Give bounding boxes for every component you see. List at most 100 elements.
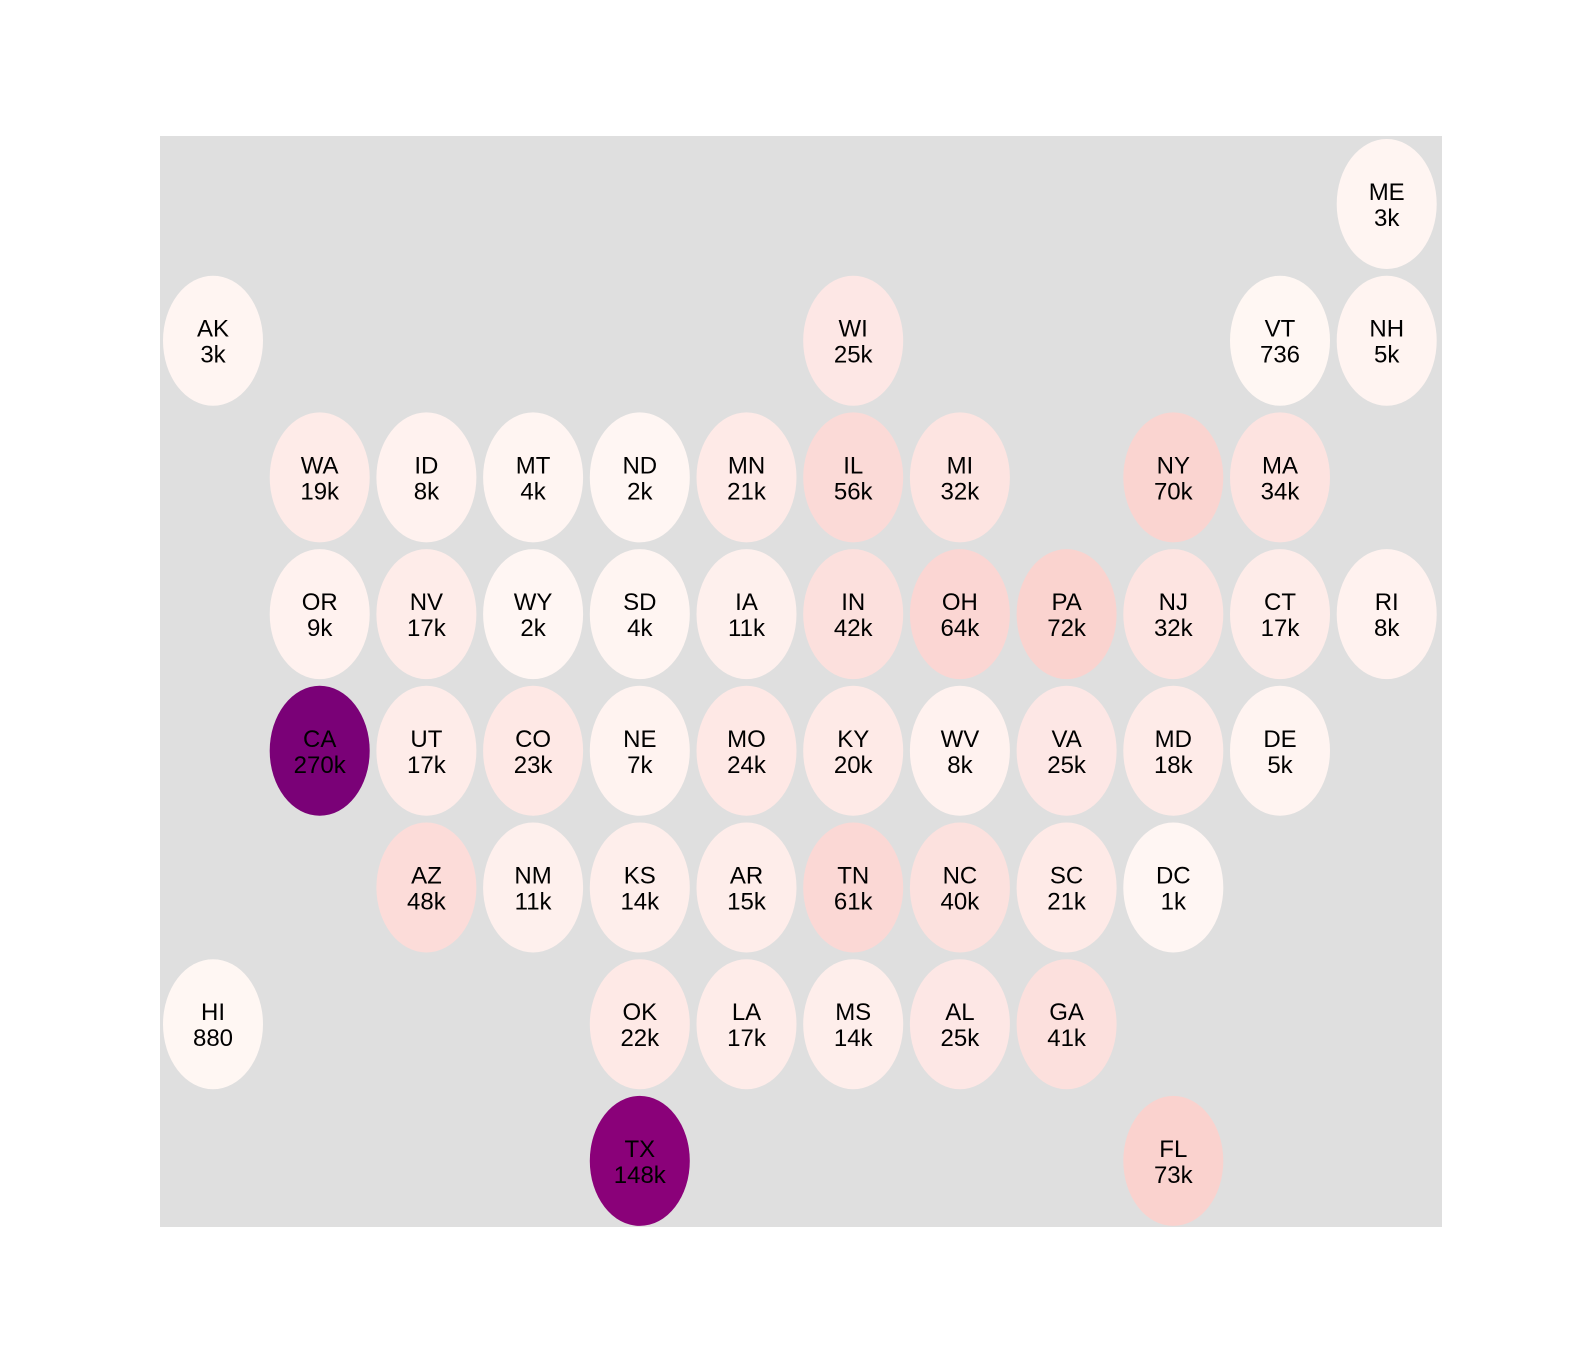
state-value-label: 18k xyxy=(1154,752,1194,779)
state-abbreviation: AL xyxy=(945,999,974,1026)
state-value-label: 14k xyxy=(834,1025,874,1052)
state-value-label: 8k xyxy=(947,752,973,779)
state-value-label: 25k xyxy=(941,1025,981,1052)
state-abbreviation: FL xyxy=(1159,1136,1187,1163)
state-tile-shape xyxy=(376,822,477,953)
state-abbreviation: VT xyxy=(1265,316,1296,343)
state-value-label: 21k xyxy=(727,478,767,505)
state-value-label: 3k xyxy=(1374,205,1400,232)
state-abbreviation: MI xyxy=(947,452,974,479)
state-tile-shape xyxy=(1016,959,1117,1090)
state-abbreviation: NH xyxy=(1369,316,1404,343)
state-value-label: 40k xyxy=(941,889,981,916)
state-value-label: 25k xyxy=(834,342,874,369)
state-tile-shape xyxy=(696,412,797,543)
state-tile-shape xyxy=(803,549,904,680)
state-value-label: 148k xyxy=(614,1162,667,1189)
state-value-label: 24k xyxy=(727,752,767,779)
state-value-label: 1k xyxy=(1161,889,1187,916)
state-abbreviation: VA xyxy=(1051,726,1081,753)
state-tile-shape xyxy=(803,275,904,406)
state-abbreviation: MO xyxy=(727,726,766,753)
state-tile-shape xyxy=(589,685,690,816)
state-abbreviation: PA xyxy=(1051,589,1081,616)
state-value-label: 42k xyxy=(834,615,874,642)
state-abbreviation: CT xyxy=(1264,589,1296,616)
state-tile-shape xyxy=(483,412,584,543)
state-abbreviation: CA xyxy=(303,726,336,753)
state-abbreviation: IL xyxy=(843,452,863,479)
state-tile-shape xyxy=(163,275,263,406)
state-value-label: 61k xyxy=(834,889,874,916)
state-tile-shape xyxy=(1336,139,1437,269)
state-tile-shape xyxy=(1016,685,1117,816)
state-tile-shape xyxy=(376,549,477,680)
state-value-label: 4k xyxy=(627,615,653,642)
state-tile-shape xyxy=(1336,275,1437,406)
state-value-label: 736 xyxy=(1260,342,1300,369)
state-abbreviation: NM xyxy=(514,863,551,890)
state-tile-shape xyxy=(1123,412,1224,543)
state-value-label: 34k xyxy=(1261,478,1301,505)
state-value-label: 2k xyxy=(520,615,546,642)
state-abbreviation: NE xyxy=(623,726,656,753)
state-abbreviation: NC xyxy=(943,863,978,890)
state-value-label: 7k xyxy=(627,752,653,779)
state-abbreviation: ID xyxy=(414,452,438,479)
state-abbreviation: OH xyxy=(942,589,978,616)
state-abbreviation: MD xyxy=(1155,726,1192,753)
state-value-label: 2k xyxy=(627,478,653,505)
state-abbreviation: NJ xyxy=(1159,589,1188,616)
state-tile-shape xyxy=(1123,1095,1224,1226)
state-value-label: 64k xyxy=(941,615,981,642)
state-tile-shape xyxy=(483,685,584,816)
state-value-label: 15k xyxy=(727,889,767,916)
state-tile-shape xyxy=(589,412,690,543)
state-abbreviation: WA xyxy=(301,452,339,479)
state-tile-shape xyxy=(696,822,797,953)
state-abbreviation: TN xyxy=(837,863,869,890)
state-abbreviation: OR xyxy=(302,589,338,616)
state-value-label: 5k xyxy=(1267,752,1293,779)
state-value-label: 11k xyxy=(728,615,766,642)
state-abbreviation: WY xyxy=(514,589,553,616)
state-abbreviation: WV xyxy=(941,726,980,753)
state-value-label: 8k xyxy=(414,478,440,505)
state-abbreviation: LA xyxy=(732,999,761,1026)
state-tile-shape xyxy=(589,549,690,680)
state-abbreviation: SC xyxy=(1050,863,1083,890)
state-abbreviation: DE xyxy=(1263,726,1296,753)
